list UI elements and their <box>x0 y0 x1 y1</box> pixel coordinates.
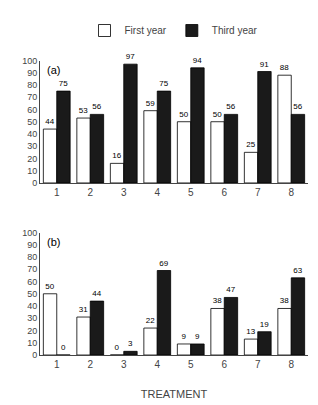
svg-text:Third year: Third year <box>212 25 258 36</box>
svg-text:91: 91 <box>260 60 269 69</box>
svg-text:0: 0 <box>61 343 66 352</box>
svg-text:70: 70 <box>27 264 37 274</box>
svg-text:69: 69 <box>159 259 168 268</box>
svg-text:First year: First year <box>125 25 167 36</box>
svg-text:13: 13 <box>246 327 255 336</box>
svg-text:50: 50 <box>179 110 188 119</box>
svg-text:88: 88 <box>280 63 289 72</box>
svg-text:3: 3 <box>128 339 133 348</box>
svg-text:31: 31 <box>79 305 88 314</box>
svg-text:80: 80 <box>27 80 37 90</box>
svg-text:60: 60 <box>27 277 37 287</box>
svg-text:5: 5 <box>188 187 194 198</box>
svg-text:6: 6 <box>221 187 227 198</box>
svg-text:90: 90 <box>27 240 37 250</box>
svg-text:0: 0 <box>115 343 120 352</box>
svg-text:(a): (a) <box>47 64 60 76</box>
svg-text:38: 38 <box>280 296 289 305</box>
svg-text:30: 30 <box>27 141 37 151</box>
svg-text:6: 6 <box>221 359 227 370</box>
svg-text:50: 50 <box>27 117 37 127</box>
svg-text:9: 9 <box>182 332 187 341</box>
svg-text:7: 7 <box>255 187 261 198</box>
svg-text:97: 97 <box>126 52 135 61</box>
svg-text:20: 20 <box>27 154 37 164</box>
svg-text:20: 20 <box>27 326 37 336</box>
svg-text:70: 70 <box>27 92 37 102</box>
svg-text:75: 75 <box>159 79 168 88</box>
svg-text:30: 30 <box>27 313 37 323</box>
svg-text:2: 2 <box>87 187 93 198</box>
svg-text:80: 80 <box>27 252 37 262</box>
svg-text:1: 1 <box>54 359 60 370</box>
svg-text:100: 100 <box>22 56 37 66</box>
svg-text:50: 50 <box>45 282 54 291</box>
svg-text:90: 90 <box>27 68 37 78</box>
svg-text:0: 0 <box>32 178 37 188</box>
svg-text:10: 10 <box>27 338 37 348</box>
svg-text:56: 56 <box>92 102 101 111</box>
svg-text:(b): (b) <box>47 236 60 248</box>
svg-text:47: 47 <box>226 285 235 294</box>
svg-text:56: 56 <box>293 102 302 111</box>
svg-text:TREATMENT: TREATMENT <box>141 388 208 400</box>
svg-text:5: 5 <box>188 359 194 370</box>
svg-text:3: 3 <box>121 359 127 370</box>
svg-text:100: 100 <box>22 228 37 238</box>
svg-text:75: 75 <box>59 79 68 88</box>
svg-text:25: 25 <box>246 140 255 149</box>
svg-text:8: 8 <box>288 187 294 198</box>
svg-text:2: 2 <box>87 359 93 370</box>
svg-text:60: 60 <box>27 105 37 115</box>
svg-text:10: 10 <box>27 166 37 176</box>
svg-text:22: 22 <box>146 316 155 325</box>
svg-text:44: 44 <box>45 117 54 126</box>
svg-text:16: 16 <box>112 151 121 160</box>
svg-text:94: 94 <box>193 56 202 65</box>
svg-text:40: 40 <box>27 301 37 311</box>
svg-text:40: 40 <box>27 129 37 139</box>
svg-text:0: 0 <box>32 350 37 360</box>
svg-text:50: 50 <box>27 289 37 299</box>
svg-text:44: 44 <box>92 289 101 298</box>
svg-text:3: 3 <box>121 187 127 198</box>
svg-text:19: 19 <box>260 320 269 329</box>
svg-text:9: 9 <box>195 332 200 341</box>
svg-text:4: 4 <box>154 359 160 370</box>
svg-text:38: 38 <box>213 296 222 305</box>
svg-text:7: 7 <box>255 359 261 370</box>
svg-text:53: 53 <box>79 106 88 115</box>
svg-text:56: 56 <box>226 102 235 111</box>
svg-text:63: 63 <box>293 266 302 275</box>
svg-text:59: 59 <box>146 99 155 108</box>
svg-text:4: 4 <box>154 187 160 198</box>
svg-text:1: 1 <box>54 187 60 198</box>
svg-text:50: 50 <box>213 110 222 119</box>
svg-text:8: 8 <box>288 359 294 370</box>
